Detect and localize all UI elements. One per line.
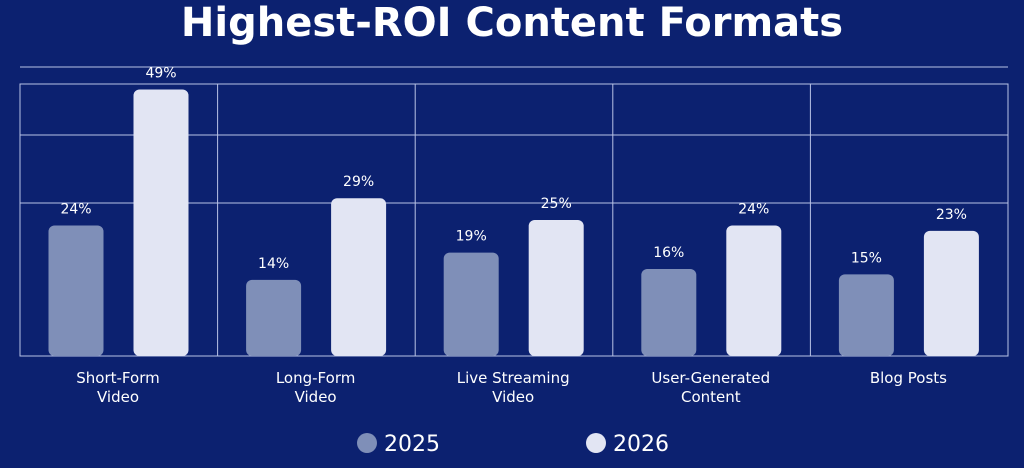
category-label-line: Content [681, 388, 741, 406]
plot-frame [19, 83, 1009, 357]
bars [48, 89, 979, 356]
category-label-line: Long-Form [276, 369, 356, 387]
value-label-2025-3: 16% [653, 245, 684, 261]
value-labels: 24% 14% 19% 16% 15% 49% 29% 25% 24% 23% [60, 65, 967, 271]
category-label-0: Short-Form Video [76, 369, 159, 406]
chart-title: Highest-ROI Content Formats [181, 0, 843, 46]
value-label-2026-0: 49% [145, 65, 176, 81]
category-label-1: Long-Form Video [276, 369, 356, 406]
value-label-2026-4: 23% [936, 207, 967, 223]
category-label-line: Short-Form [76, 369, 159, 387]
bar-2025-3 [641, 268, 697, 356]
value-label-2025-2: 19% [456, 229, 487, 245]
bar-2025-4 [838, 274, 894, 356]
category-label-line: Live Streaming [457, 369, 570, 387]
category-label-3: User-Generated Content [651, 369, 770, 406]
bar-2026-0 [133, 89, 189, 356]
category-label-line: User-Generated [651, 369, 770, 387]
category-label-2: Live Streaming Video [457, 369, 570, 406]
bar-2025-0 [48, 225, 104, 356]
value-label-2026-2: 25% [541, 196, 572, 212]
bar-2025-2 [443, 252, 499, 356]
value-label-2025-0: 24% [60, 201, 91, 217]
legend: 2025 2026 [357, 432, 669, 457]
bar-2026-2 [528, 220, 584, 356]
category-label-line: Video [97, 388, 139, 406]
bar-2026-3 [726, 225, 782, 356]
category-label-line: Blog Posts [870, 369, 947, 387]
bar-2026-1 [331, 198, 387, 356]
bar-2026-4 [923, 230, 979, 356]
category-label-4: Blog Posts [870, 369, 947, 387]
value-label-2026-1: 29% [343, 174, 374, 190]
legend-label-2026: 2026 [613, 432, 669, 457]
legend-label-2025: 2025 [384, 432, 440, 457]
value-label-2026-3: 24% [738, 201, 769, 217]
category-label-line: Video [295, 388, 337, 406]
category-label-line: Video [492, 388, 534, 406]
value-label-2025-1: 14% [258, 256, 289, 272]
legend-swatch-2025 [357, 433, 377, 453]
legend-swatch-2026 [586, 433, 606, 453]
bar-2025-1 [246, 279, 302, 356]
value-label-2025-4: 15% [851, 250, 882, 266]
